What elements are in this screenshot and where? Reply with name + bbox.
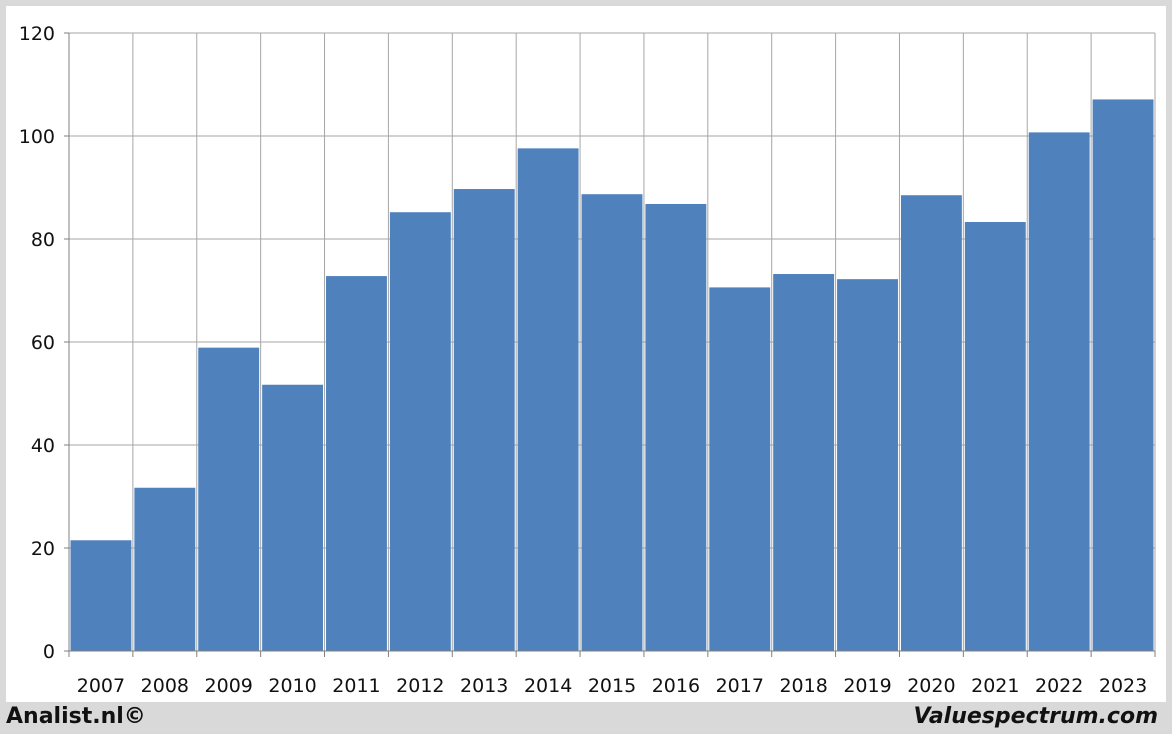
source-credit: Analist.nl© (6, 704, 146, 729)
bar-chart: 0 20 40 60 80 100 120 2007 2008 2009 2010 2011 2012 2… (19, 23, 1156, 697)
y-tick-label: 40 (31, 435, 55, 457)
y-tick-label: 0 (43, 641, 55, 663)
chart-canvas: 0 20 40 60 80 100 120 2007 2008 2009 2010 2011 2012 2… (6, 6, 1166, 702)
y-tick-label: 120 (19, 23, 55, 45)
x-tick-label: 2021 (971, 675, 1019, 697)
bar-2012 (389, 212, 451, 651)
x-tick-label: 2023 (1099, 675, 1147, 697)
bar-2023 (1092, 99, 1154, 651)
site-credit: Valuespectrum.com (913, 704, 1158, 729)
bar-2009 (198, 347, 260, 651)
x-tick-label: 2018 (779, 675, 827, 697)
x-tick-label: 2015 (588, 675, 636, 697)
x-tick-label: 2019 (843, 675, 891, 697)
bar-2022 (1028, 132, 1090, 651)
bar-2010 (262, 384, 324, 651)
bar-2019 (837, 279, 898, 651)
x-tick-label: 2008 (141, 675, 189, 697)
bar-2016 (645, 203, 707, 652)
bar-2013 (453, 189, 515, 652)
x-tick-label: 2020 (907, 675, 955, 697)
bar-2008 (134, 487, 196, 651)
x-tick-label: 2010 (268, 675, 316, 697)
bar-2021 (964, 222, 1026, 651)
y-tick-label: 80 (31, 229, 55, 251)
bar-2017 (709, 287, 771, 651)
bar-2011 (326, 276, 387, 651)
bar-2018 (773, 274, 835, 651)
x-tick-label: 2013 (460, 675, 508, 697)
bar-2014 (517, 148, 579, 652)
x-tick-label: 2022 (1035, 675, 1083, 697)
y-tick-label: 60 (31, 332, 55, 354)
x-tick-label: 2016 (652, 675, 700, 697)
x-tick-label: 2009 (205, 675, 253, 697)
x-tick-label: 2014 (524, 675, 572, 697)
bar-2007 (70, 540, 132, 651)
y-tick-label: 100 (19, 126, 55, 148)
x-tick-label: 2007 (77, 675, 125, 697)
bar-2020 (900, 195, 962, 651)
x-tick-label: 2012 (396, 675, 444, 697)
bar-2015 (581, 194, 643, 651)
x-tick-label: 2011 (332, 675, 380, 697)
y-tick-label: 20 (31, 538, 55, 560)
x-tick-label: 2017 (716, 675, 764, 697)
